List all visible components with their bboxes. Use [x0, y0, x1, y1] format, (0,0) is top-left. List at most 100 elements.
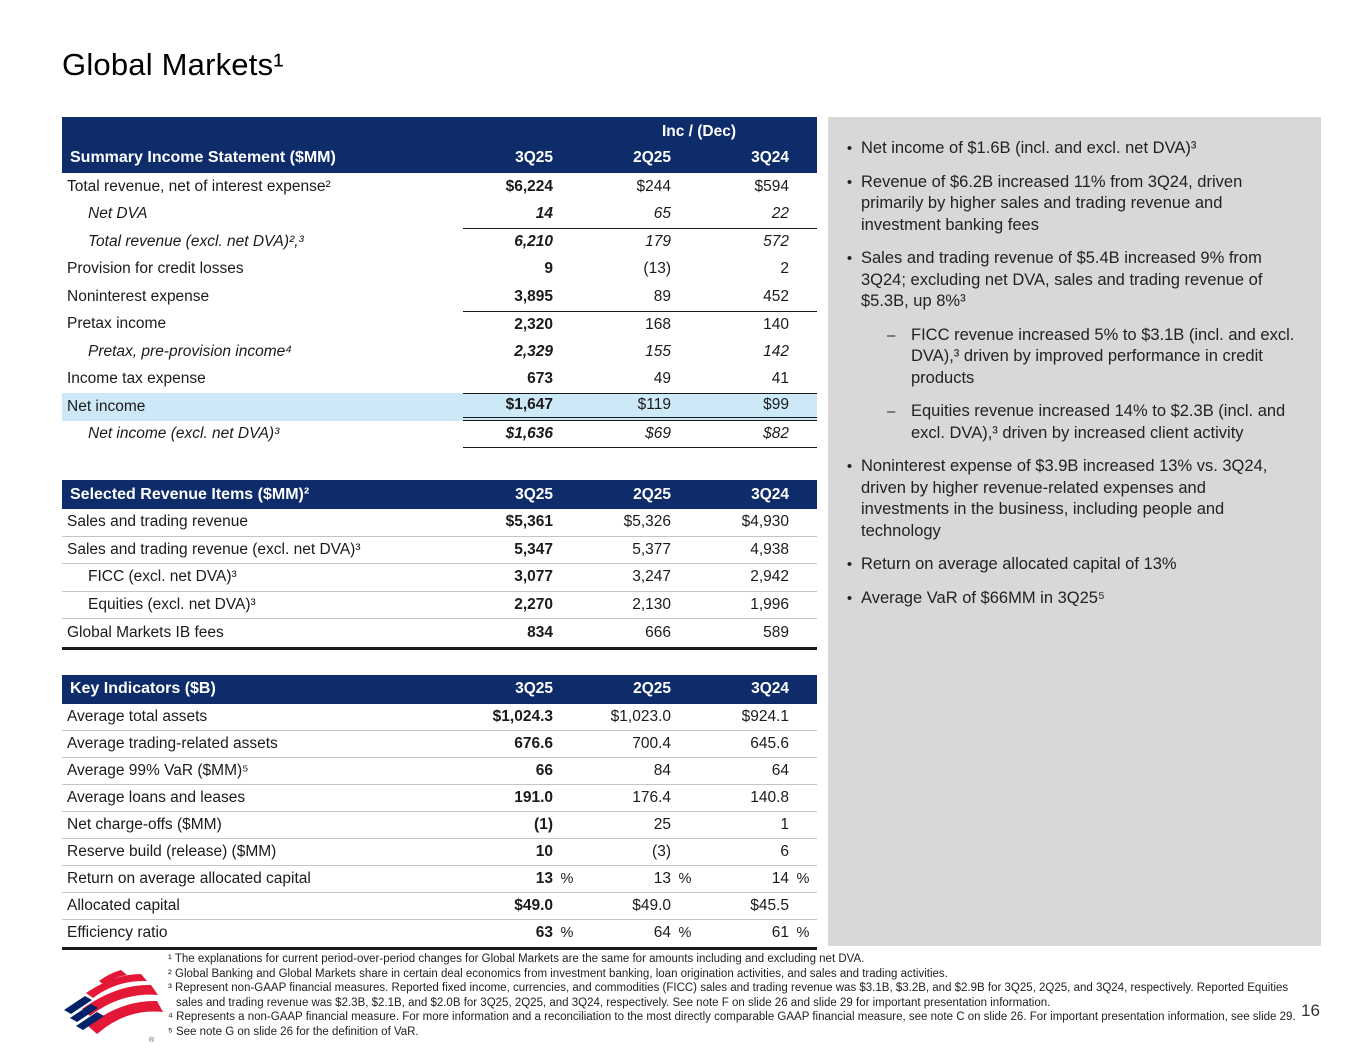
value-cell-3q24: 140: [699, 316, 817, 334]
row-values: 673 49 41: [463, 366, 817, 394]
bullet-marker: •: [846, 556, 853, 573]
cell-2q25: $49.0: [632, 896, 671, 914]
value-cell-3q25: (1): [463, 816, 581, 834]
bofa-flag-logo: ®: [57, 968, 169, 1048]
row-values: 834 666 589: [463, 619, 817, 647]
row-label: Sales and trading revenue (excl. net DVA…: [67, 540, 361, 558]
row-label: Noninterest expense: [67, 287, 210, 305]
cell-2q25: 5,377: [632, 540, 671, 558]
cell-2q25: 49: [653, 370, 671, 388]
value-cell-3q24: 3Q24: [699, 486, 817, 504]
bullet-text: Revenue of $6.2B increased 11% from 3Q24…: [861, 172, 1243, 234]
dash-marker: –: [887, 326, 896, 344]
row-label: Net income (excl. net DVA)³: [88, 425, 280, 443]
table-row: Income tax expense 673 49 41: [62, 366, 817, 394]
value-cell-3q25: 9: [463, 260, 581, 278]
value-cell-2q25: 25: [581, 816, 699, 834]
cell-3q25: 676.6: [514, 734, 553, 752]
value-cell-3q24: $594: [699, 178, 817, 196]
footnote-item: ¹ The explanations for current period-ov…: [168, 953, 865, 965]
footnote-item: ² Global Banking and Global Markets shar…: [168, 967, 948, 980]
cell-3q24: $924.1: [741, 707, 789, 725]
tables-column: Inc / (Dec) Summary Income Statement ($M…: [62, 117, 817, 950]
cell-3q24: 22: [771, 205, 789, 223]
cell-2q25: 64: [653, 924, 671, 941]
column-header-3q24: 3Q24: [751, 680, 789, 697]
table-row: Pretax, pre-provision income⁴ 2,329 155 142: [62, 338, 817, 366]
table-row: Total revenue, net of interest expense² $…: [62, 173, 817, 201]
cell-2q25: 168: [645, 315, 671, 333]
svg-text:®: ®: [149, 1036, 155, 1044]
summary-income-table-body: Total revenue, net of interest expense² $…: [62, 173, 817, 448]
value-cell-3q25: $49.0: [463, 897, 581, 915]
cell-3q25: 66: [535, 761, 553, 779]
summary-income-table-header: Inc / (Dec) Summary Income Statement ($M…: [62, 117, 817, 173]
table-row: Average trading-related assets 676.6 700.4…: [62, 731, 817, 758]
value-cell-2q25: $244: [581, 178, 699, 196]
value-cell-3q24: 61%: [699, 924, 817, 942]
table-row: Sales and trading revenue $5,361 $5,326 $4,…: [62, 509, 817, 537]
value-cell-2q25: 176.4: [581, 789, 699, 807]
column-header-2q25: 2Q25: [633, 680, 671, 697]
value-cell-3q24: 645.6: [699, 735, 817, 753]
value-cell-3q25: 3,077: [463, 568, 581, 586]
row-label: Sales and trading revenue: [67, 513, 248, 531]
table-title: Selected Revenue Items ($MM)²: [70, 485, 310, 503]
table-row: Noninterest expense 3,895 89 452: [62, 283, 817, 311]
row-label: Average trading-related assets: [67, 734, 278, 752]
cell-3q25: 63: [535, 924, 553, 941]
value-cell-3q24: $45.5: [699, 897, 817, 915]
cell-2q25: 700.4: [632, 734, 671, 752]
value-cell-2q25: 2Q25: [581, 149, 699, 167]
cell-2q25: 2,130: [632, 595, 671, 613]
summary-income-table: Inc / (Dec) Summary Income Statement ($M…: [62, 117, 817, 448]
row-values: $1,024.3 $1,023.0 $924.1: [463, 704, 817, 730]
cell-3q25: 5,347: [514, 540, 553, 558]
sub-bullet-item: – Equities revenue increased 14% to $2.3B…: [880, 401, 1295, 444]
cell-3q25: 9: [544, 260, 553, 278]
cell-3q24: 41: [771, 370, 789, 388]
commentary-panel: • Net income of $1.6B (incl. and excl. ne…: [828, 117, 1321, 946]
cell-3q25: 2,270: [514, 595, 553, 613]
bullet-marker: •: [846, 140, 853, 157]
page-title: Global Markets¹: [62, 47, 284, 82]
row-label: Provision for credit losses: [67, 260, 244, 278]
value-cell-3q24: 6: [699, 843, 817, 861]
value-cell-2q25: (13): [581, 260, 699, 278]
cell-3q25: $49.0: [514, 896, 553, 914]
bullet-text: Net income of $1.6B (incl. and excl. net…: [861, 139, 1197, 157]
cell-3q24: 589: [763, 623, 789, 641]
value-cell-3q24: 1,996: [699, 596, 817, 614]
cell-3q24: $82: [763, 424, 789, 442]
cell-2q25: 179: [645, 233, 671, 251]
cell-3q25: 13: [535, 869, 553, 887]
row-label: Equities (excl. net DVA)³: [88, 595, 256, 613]
bullet-item: • Return on average allocated capital of …: [838, 554, 1295, 576]
cell-2q25: 84: [653, 761, 671, 779]
bullet-item: • Net income of $1.6B (incl. and excl. ne…: [838, 138, 1295, 160]
key-indicators-table-body: Average total assets $1,024.3 $1,023.0 $924…: [62, 704, 817, 950]
selected-revenue-table-body: Sales and trading revenue $5,361 $5,326 $4,…: [62, 509, 817, 650]
value-cell-3q24: 3Q24: [699, 680, 817, 698]
cell-2q25: 666: [645, 623, 671, 641]
table-row: Provision for credit losses 9 (13) 2: [62, 256, 817, 284]
bullet-text: Equities revenue increased 14% to $2.3B …: [911, 402, 1286, 442]
row-values: 10 (3) 6: [463, 839, 817, 865]
cell-3q24: 1,996: [750, 595, 789, 613]
value-cell-3q24: 572: [699, 233, 817, 251]
value-cell-3q25: 10: [463, 843, 581, 861]
cell-3q24: 1: [780, 815, 789, 833]
row-label: Efficiency ratio: [67, 924, 168, 941]
cell-3q24: $594: [754, 177, 789, 195]
cell-3q25: $5,361: [505, 513, 553, 531]
value-cell-3q25: 5,347: [463, 541, 581, 559]
column-header-3q24: 3Q24: [751, 148, 789, 166]
row-values: (1) 25 1: [463, 812, 817, 838]
bofa-flag-icon: ®: [64, 970, 163, 1044]
table-row: Equities (excl. net DVA)³ 2,270 2,130 1,996: [62, 592, 817, 619]
value-cell-2q25: 2Q25: [581, 486, 699, 504]
value-cell-3q24: 2: [699, 260, 817, 278]
sub-bullet-item: – FICC revenue increased 5% to $3.1B (inc…: [880, 325, 1295, 390]
cell-3q24: 140: [763, 315, 789, 333]
